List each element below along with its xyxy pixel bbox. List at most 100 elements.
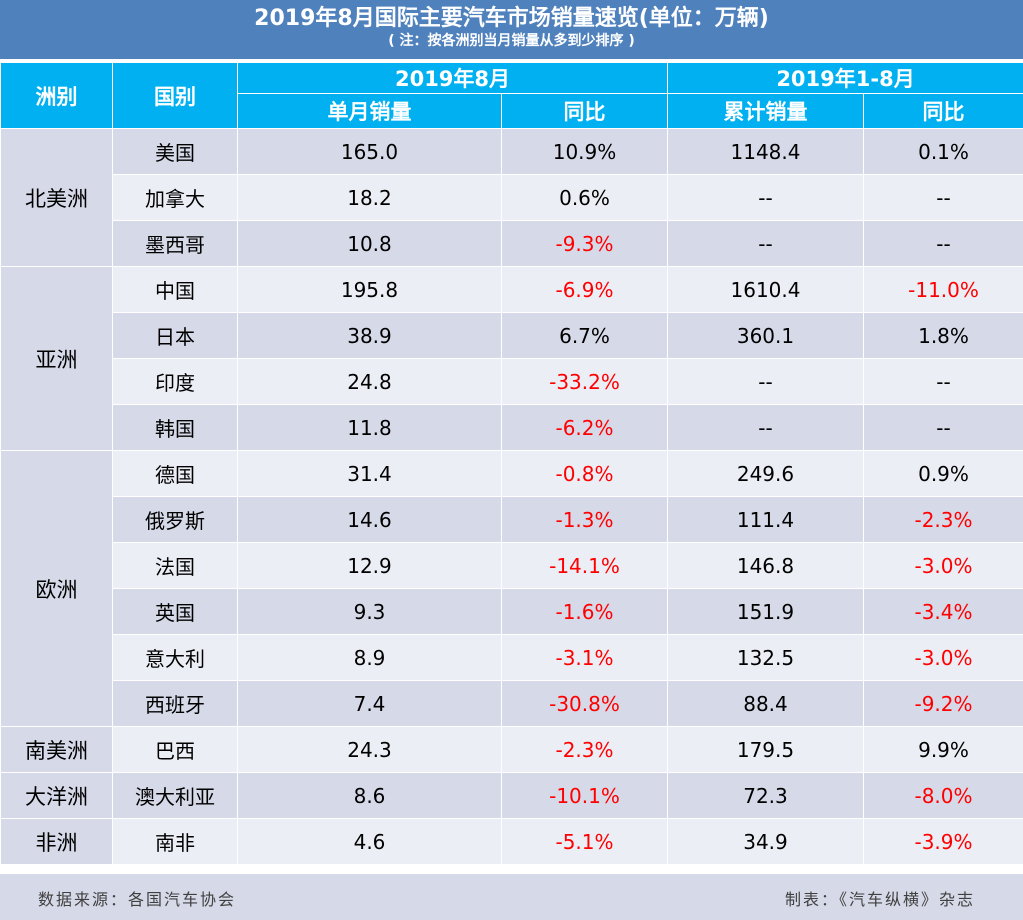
country-cell: 德国 xyxy=(112,450,238,497)
monthly-sales-cell: 38.9 xyxy=(237,312,502,359)
continent-cell: 欧洲 xyxy=(0,450,113,727)
cumulative-yoy-cell: -3.4% xyxy=(862,588,1023,635)
table-row: 欧洲 德国 31.4 -0.8% 249.6 0.9% xyxy=(0,450,1023,727)
cumulative-yoy-cell: -9.2% xyxy=(862,680,1023,727)
country-cell: 英国 xyxy=(112,588,238,635)
table-row: 英国 9.3 -1.6% 151.9 -3.4% xyxy=(1,588,1023,635)
monthly-yoy-cell: 0.6% xyxy=(501,174,668,221)
table-row: 印度 24.8 -33.2% -- -- xyxy=(1,358,1023,405)
footer: 数据来源：各国汽车协会 制表：《汽车纵横》杂志 xyxy=(0,874,1023,920)
country-cell: 加拿大 xyxy=(112,174,238,221)
country-cell: 韩国 xyxy=(112,404,238,451)
table-row: 法国 12.9 -14.1% 146.8 -3.0% xyxy=(1,542,1023,589)
monthly-yoy-cell: -9.3% xyxy=(501,220,668,267)
table-row: 意大利 8.9 -3.1% 132.5 -3.0% xyxy=(1,634,1023,681)
header-continent: 洲别 xyxy=(0,62,113,129)
cumulative-sales-cell: 72.3 xyxy=(667,772,864,819)
cumulative-yoy-cell: -- xyxy=(862,220,1023,267)
monthly-yoy-cell: -1.3% xyxy=(501,496,668,543)
cumulative-yoy-cell: 1.8% xyxy=(862,312,1023,359)
header-monthly-sales: 单月销量 xyxy=(237,93,502,129)
cumulative-sales-cell: 88.4 xyxy=(667,680,864,727)
table-row: 加拿大 18.2 0.6% -- -- xyxy=(1,174,1023,221)
sales-table: 洲别 国别 2019年8月 2019年1-8月 单月销量 同比 累计销量 同比 … xyxy=(0,62,1023,865)
cumulative-sales-cell: 146.8 xyxy=(667,542,864,589)
table-row: 南美洲 巴西 24.3 -2.3% 179.5 9.9% xyxy=(0,726,1023,773)
monthly-sales-cell: 9.3 xyxy=(237,588,502,635)
cumulative-yoy-cell: -- xyxy=(862,358,1023,405)
table-row: 亚洲 中国 195.8 -6.9% 1610.4 -11.0% xyxy=(0,266,1023,451)
cumulative-sales-cell: 360.1 xyxy=(667,312,864,359)
table-row: 俄罗斯 14.6 -1.3% 111.4 -2.3% xyxy=(1,496,1023,543)
cumulative-sales-cell: 34.9 xyxy=(667,818,864,865)
table-row: 墨西哥 10.8 -9.3% -- -- xyxy=(1,220,1023,267)
monthly-sales-cell: 195.8 xyxy=(237,266,502,313)
cumulative-sales-cell: -- xyxy=(667,220,864,267)
continent-cell: 亚洲 xyxy=(0,266,113,451)
monthly-sales-cell: 165.0 xyxy=(237,128,502,175)
cumulative-sales-cell: 132.5 xyxy=(667,634,864,681)
cumulative-yoy-cell: -2.3% xyxy=(862,496,1023,543)
country-cell: 印度 xyxy=(112,358,238,405)
cumulative-yoy-cell: -- xyxy=(862,404,1023,451)
table-row: 非洲 南非 4.6 -5.1% 34.9 -3.9% xyxy=(0,818,1023,865)
cumulative-sales-cell: 249.6 xyxy=(667,450,864,497)
table-row: 韩国 11.8 -6.2% -- -- xyxy=(1,404,1023,451)
header-ytd-period: 2019年1-8月 xyxy=(666,62,1023,94)
data-source: 数据来源：各国汽车协会 xyxy=(38,890,237,909)
country-cell: 南非 xyxy=(112,818,238,865)
monthly-yoy-cell: -0.8% xyxy=(501,450,668,497)
monthly-sales-cell: 24.3 xyxy=(237,726,502,773)
header-country: 国别 xyxy=(112,62,238,129)
monthly-sales-cell: 7.4 xyxy=(237,680,502,727)
monthly-yoy-cell: -6.2% xyxy=(501,404,668,451)
continent-cell: 大洋洲 xyxy=(0,772,113,819)
country-cell: 法国 xyxy=(112,542,238,589)
cumulative-yoy-cell: 9.9% xyxy=(862,726,1023,773)
monthly-yoy-cell: -2.3% xyxy=(501,726,668,773)
continent-cell: 北美洲 xyxy=(0,128,113,267)
monthly-yoy-cell: -10.1% xyxy=(501,772,668,819)
country-cell: 中国 xyxy=(112,266,238,313)
monthly-yoy-cell: -5.1% xyxy=(501,818,668,865)
continent-cell: 非洲 xyxy=(0,818,113,865)
monthly-yoy-cell: -3.1% xyxy=(501,634,668,681)
title-bar: 2019年8月国际主要汽车市场销量速览(单位：万辆) ( 注：按各洲别当月销量从… xyxy=(0,0,1023,59)
header-cumulative-yoy: 同比 xyxy=(862,93,1023,129)
report-note: ( 注：按各洲别当月销量从多到少排序 ) xyxy=(388,33,635,49)
country-cell: 墨西哥 xyxy=(112,220,238,267)
header-monthly-yoy: 同比 xyxy=(501,93,668,129)
cumulative-yoy-cell: -11.0% xyxy=(862,266,1023,313)
monthly-sales-cell: 31.4 xyxy=(237,450,502,497)
monthly-yoy-cell: 10.9% xyxy=(501,128,668,175)
country-cell: 美国 xyxy=(112,128,238,175)
cumulative-yoy-cell: -3.0% xyxy=(862,542,1023,589)
cumulative-sales-cell: 1610.4 xyxy=(667,266,864,313)
cumulative-sales-cell: -- xyxy=(667,404,864,451)
table-row: 大洋洲 澳大利亚 8.6 -10.1% 72.3 -8.0% xyxy=(0,772,1023,819)
monthly-sales-cell: 10.8 xyxy=(237,220,502,267)
monthly-sales-cell: 8.9 xyxy=(237,634,502,681)
monthly-sales-cell: 18.2 xyxy=(237,174,502,221)
country-cell: 意大利 xyxy=(112,634,238,681)
report-title: 2019年8月国际主要汽车市场销量速览(单位：万辆) xyxy=(254,6,769,31)
producer-credit: 制表：《汽车纵横》杂志 xyxy=(784,890,975,909)
monthly-yoy-cell: -30.8% xyxy=(501,680,668,727)
table-row: 西班牙 7.4 -30.8% 88.4 -9.2% xyxy=(1,680,1023,727)
header-month-period: 2019年8月 xyxy=(237,62,668,94)
cumulative-yoy-cell: -3.0% xyxy=(862,634,1023,681)
cumulative-sales-cell: 1148.4 xyxy=(667,128,864,175)
cumulative-sales-cell: -- xyxy=(667,358,864,405)
cumulative-yoy-cell: -- xyxy=(862,174,1023,221)
cumulative-yoy-cell: -8.0% xyxy=(862,772,1023,819)
monthly-sales-cell: 12.9 xyxy=(237,542,502,589)
country-cell: 西班牙 xyxy=(112,680,238,727)
cumulative-sales-cell: 179.5 xyxy=(667,726,864,773)
cumulative-sales-cell: 111.4 xyxy=(667,496,864,543)
monthly-sales-cell: 8.6 xyxy=(237,772,502,819)
monthly-sales-cell: 14.6 xyxy=(237,496,502,543)
table-body: 北美洲 美国 165.0 10.9% 1148.4 0.1% 加拿大 18.2 0.6% -- --… xyxy=(0,128,1023,865)
monthly-yoy-cell: -14.1% xyxy=(501,542,668,589)
country-cell: 日本 xyxy=(112,312,238,359)
header-cumulative-sales: 累计销量 xyxy=(667,93,864,129)
